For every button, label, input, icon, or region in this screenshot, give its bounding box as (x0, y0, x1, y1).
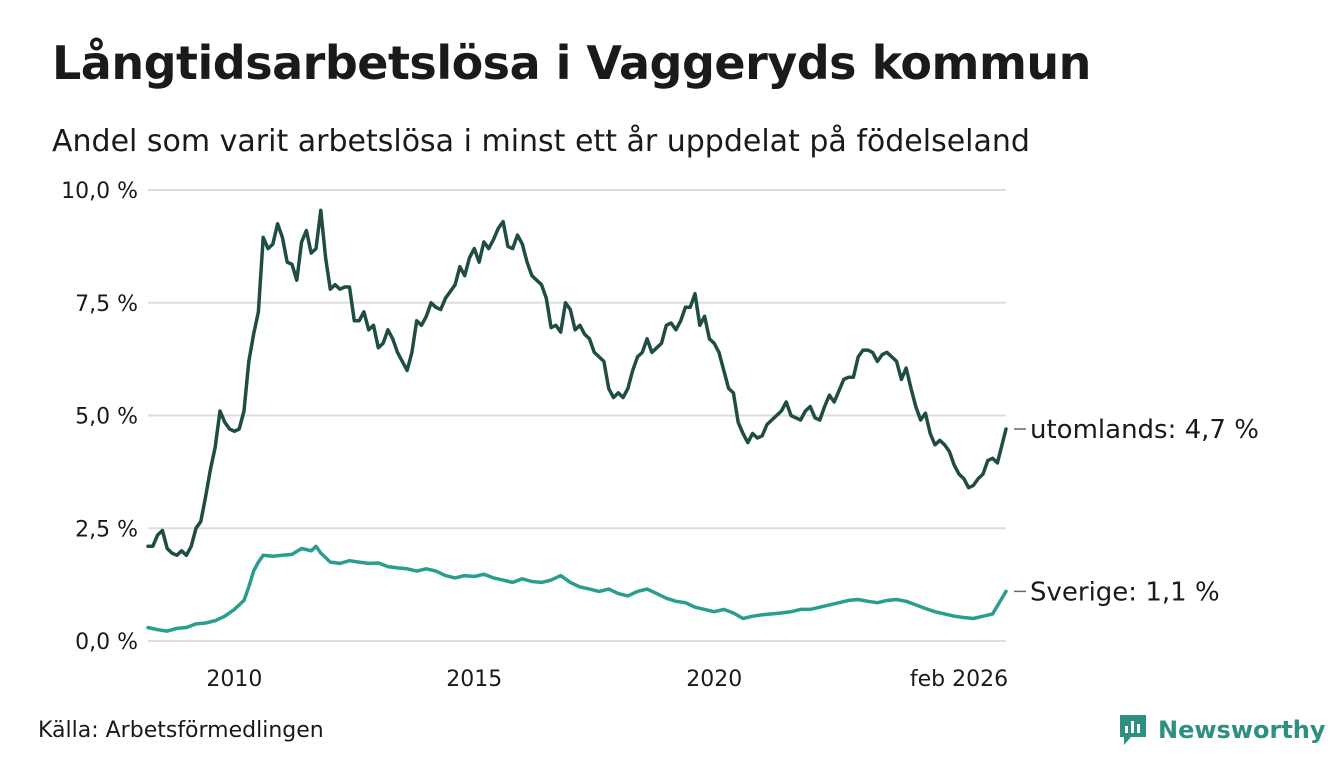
x-tick-label: 2015 (446, 667, 502, 692)
x-tick-label: 2010 (206, 667, 262, 692)
chart-title: Långtidsarbetslösa i Vaggeryds kommun (52, 36, 1091, 90)
series-line-sverige (146, 544, 1008, 633)
y-tick-label: 2,5 % (75, 517, 138, 542)
x-tick-label: 2020 (686, 667, 742, 692)
series-lines (146, 208, 1008, 633)
series-end-labels: utomlands: 4,7 % Sverige: 1,1 % (1014, 415, 1259, 607)
end-label-utomlands: utomlands: 4,7 % (1030, 415, 1259, 445)
line-chart: 10,0 % 7,5 % 5,0 % 2,5 % 0,0 % 2010 2015 2020 f… (61, 179, 1259, 692)
brand-logo: Newsworthy (1118, 713, 1326, 747)
source-note: Källa: Arbetsförmedlingen (38, 718, 324, 743)
end-label-sverige: Sverige: 1,1 % (1030, 577, 1220, 607)
newsworthy-logo-icon (1120, 715, 1146, 745)
y-tick-label: 10,0 % (61, 179, 138, 204)
series-line-utomlands (146, 208, 1008, 558)
x-axis-labels: 2010 2015 2020 feb 2026 (206, 667, 1008, 692)
y-axis-labels: 10,0 % 7,5 % 5,0 % 2,5 % 0,0 % (61, 179, 138, 655)
y-tick-label: 7,5 % (75, 292, 138, 317)
y-tick-label: 5,0 % (75, 405, 138, 430)
x-tick-label: feb 2026 (910, 667, 1008, 692)
y-tick-label: 0,0 % (75, 630, 138, 655)
gridlines (148, 189, 1006, 642)
chart-subtitle: Andel som varit arbetslösa i minst ett å… (52, 124, 1030, 159)
brand-name: Newsworthy (1158, 716, 1326, 744)
